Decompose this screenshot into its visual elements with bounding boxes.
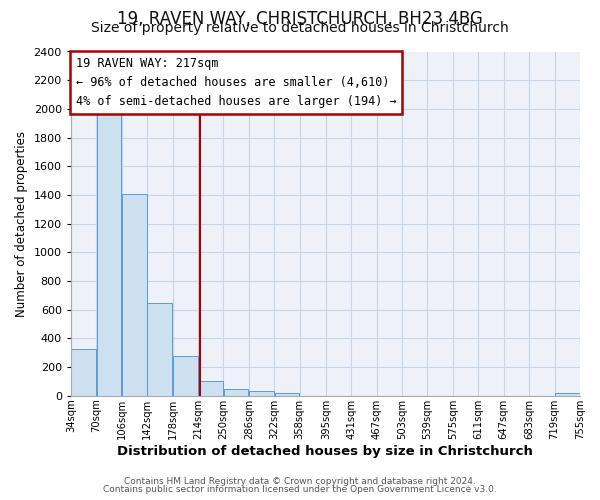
Bar — [122, 194, 147, 396]
Bar — [224, 388, 248, 396]
Bar — [71, 349, 96, 396]
Bar — [199, 382, 223, 396]
Y-axis label: Number of detached properties: Number of detached properties — [15, 130, 28, 316]
Bar — [555, 393, 580, 396]
Bar — [173, 356, 197, 396]
Text: Contains HM Land Registry data © Crown copyright and database right 2024.: Contains HM Land Registry data © Crown c… — [124, 477, 476, 486]
Text: Size of property relative to detached houses in Christchurch: Size of property relative to detached ho… — [91, 21, 509, 35]
Bar — [97, 112, 121, 396]
Bar — [275, 393, 299, 396]
Bar — [249, 391, 274, 396]
Text: 19 RAVEN WAY: 217sqm
← 96% of detached houses are smaller (4,610)
4% of semi-det: 19 RAVEN WAY: 217sqm ← 96% of detached h… — [76, 56, 397, 108]
X-axis label: Distribution of detached houses by size in Christchurch: Distribution of detached houses by size … — [118, 444, 533, 458]
Text: 19, RAVEN WAY, CHRISTCHURCH, BH23 4BG: 19, RAVEN WAY, CHRISTCHURCH, BH23 4BG — [117, 10, 483, 28]
Text: Contains public sector information licensed under the Open Government Licence v3: Contains public sector information licen… — [103, 485, 497, 494]
Bar — [148, 302, 172, 396]
